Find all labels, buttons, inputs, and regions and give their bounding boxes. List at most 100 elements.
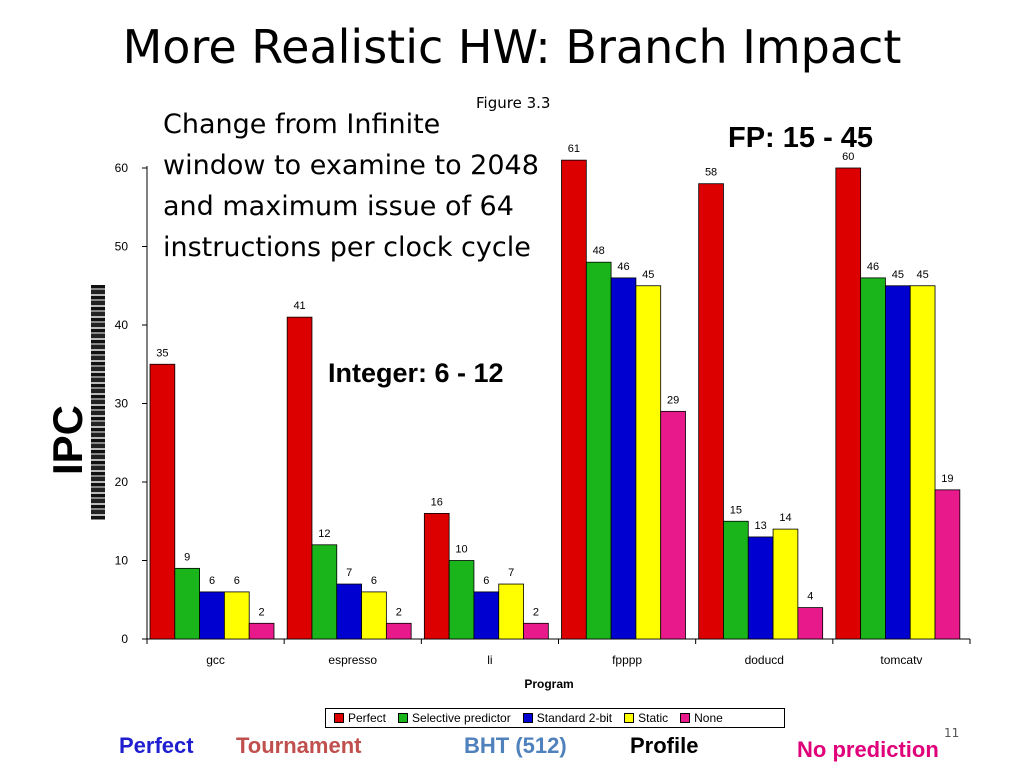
legend-label: Perfect [348,711,387,725]
bar-value-label: 46 [617,261,629,273]
bar-value-label: 45 [917,269,929,281]
y-tick-label: 50 [115,240,129,254]
bar [635,285,662,640]
bar [473,591,500,640]
bar-value-label: 9 [184,551,190,563]
bar-value-label: 58 [705,167,717,179]
y-tick-label: 40 [115,318,129,332]
legend-item: Selective predictor [398,711,511,725]
bar [523,622,549,640]
bar [772,528,799,640]
legend-label: Static [638,711,669,725]
category-label: fpppp [612,653,642,667]
legend-label: Standard 2-bit [536,711,613,725]
ipc-label-background [91,285,105,520]
chart-legend: Perfect Selective predictor Standard 2-bit… [325,708,785,728]
bar [585,261,612,640]
bar-value-label: 19 [941,473,953,485]
legend-swatch [334,713,344,723]
bar [361,591,387,640]
bar [199,591,225,640]
bar [174,567,201,640]
bar [860,277,886,640]
bar-value-label: 45 [892,269,904,281]
legend-item: Perfect [334,711,386,725]
figure-reference: Figure 3.3 [476,94,551,112]
bar [248,622,275,640]
bar-value-label: 29 [667,394,679,406]
bar-value-label: 2 [259,606,265,618]
bar-value-label: 41 [293,300,305,312]
y-tick-label: 60 [115,161,129,175]
y-tick-label: 0 [121,632,128,646]
bar-value-label: 4 [807,591,813,603]
chart-labels: gcc 35 9 6 6 2 espresso 41 12 7 6 2 li 16 10 6 7 2 fpppp 61… [156,143,953,667]
integer-range-note: Integer: 6 - 12 [328,358,504,388]
bar-value-label: 6 [234,575,240,587]
chart-bars [149,159,961,640]
bar-value-label: 6 [371,575,377,587]
y-tick-label: 30 [115,397,129,411]
bar-value-label: 2 [533,606,539,618]
chart-axes: 0 10 20 30 40 50 60 [115,161,971,646]
bar [385,622,412,640]
bar [498,583,524,640]
bar [311,544,338,640]
bar-value-label: 7 [508,567,514,579]
bar [336,583,362,640]
bar [448,560,475,640]
bottom-label: Tournament [236,733,362,758]
bar-value-label: 7 [346,567,352,579]
bar [423,513,450,640]
x-axis-label: Program [524,677,573,691]
bar [797,607,824,640]
bar-value-label: 15 [730,504,742,516]
bar-value-label: 14 [779,512,791,524]
legend-swatch [624,713,635,723]
bottom-label: BHT (512) [464,733,567,758]
legend-swatch [522,713,533,723]
category-label: espresso [328,653,377,667]
legend-label: None [694,711,723,725]
bar [149,363,176,640]
bottom-label: No prediction [797,737,939,762]
bar [223,591,250,640]
y-tick-label: 10 [115,554,129,568]
bar [660,410,686,640]
bar-value-label: 46 [867,261,879,273]
bar-value-label: 35 [156,347,168,359]
bar-value-label: 45 [642,269,654,281]
bar [286,316,313,640]
bottom-label: Profile [630,733,699,758]
bar [561,159,587,640]
description-text: Change from Infinite window to examine t… [163,109,539,263]
bar-value-label: 10 [455,544,467,556]
category-label: li [487,653,492,667]
bar [885,285,911,640]
bar-value-label: 6 [483,575,489,587]
legend-swatch [398,713,409,723]
bar [723,520,749,640]
bar-value-label: 60 [842,151,854,163]
category-label: tomcatv [880,653,922,667]
bar [835,167,862,640]
bar [747,536,774,640]
bar-value-label: 16 [431,496,443,508]
legend-item: Static [624,711,668,725]
bar-value-label: 12 [318,528,330,540]
y-axis-label: IPC [44,405,91,476]
legend-swatch [680,713,691,723]
legend-item: Standard 2-bit [522,711,613,725]
bottom-label: Perfect [119,733,194,758]
bar [909,285,936,640]
bar [934,489,961,640]
category-label: doducd [745,653,784,667]
legend-item: None [680,711,723,725]
bar-value-label: 6 [209,575,215,587]
fp-range-note: FP: 15 - 45 [728,122,874,154]
bar [698,183,724,640]
bar-value-label: 48 [593,245,605,257]
y-tick-label: 20 [115,475,129,489]
legend-label: Selective predictor [412,711,511,725]
